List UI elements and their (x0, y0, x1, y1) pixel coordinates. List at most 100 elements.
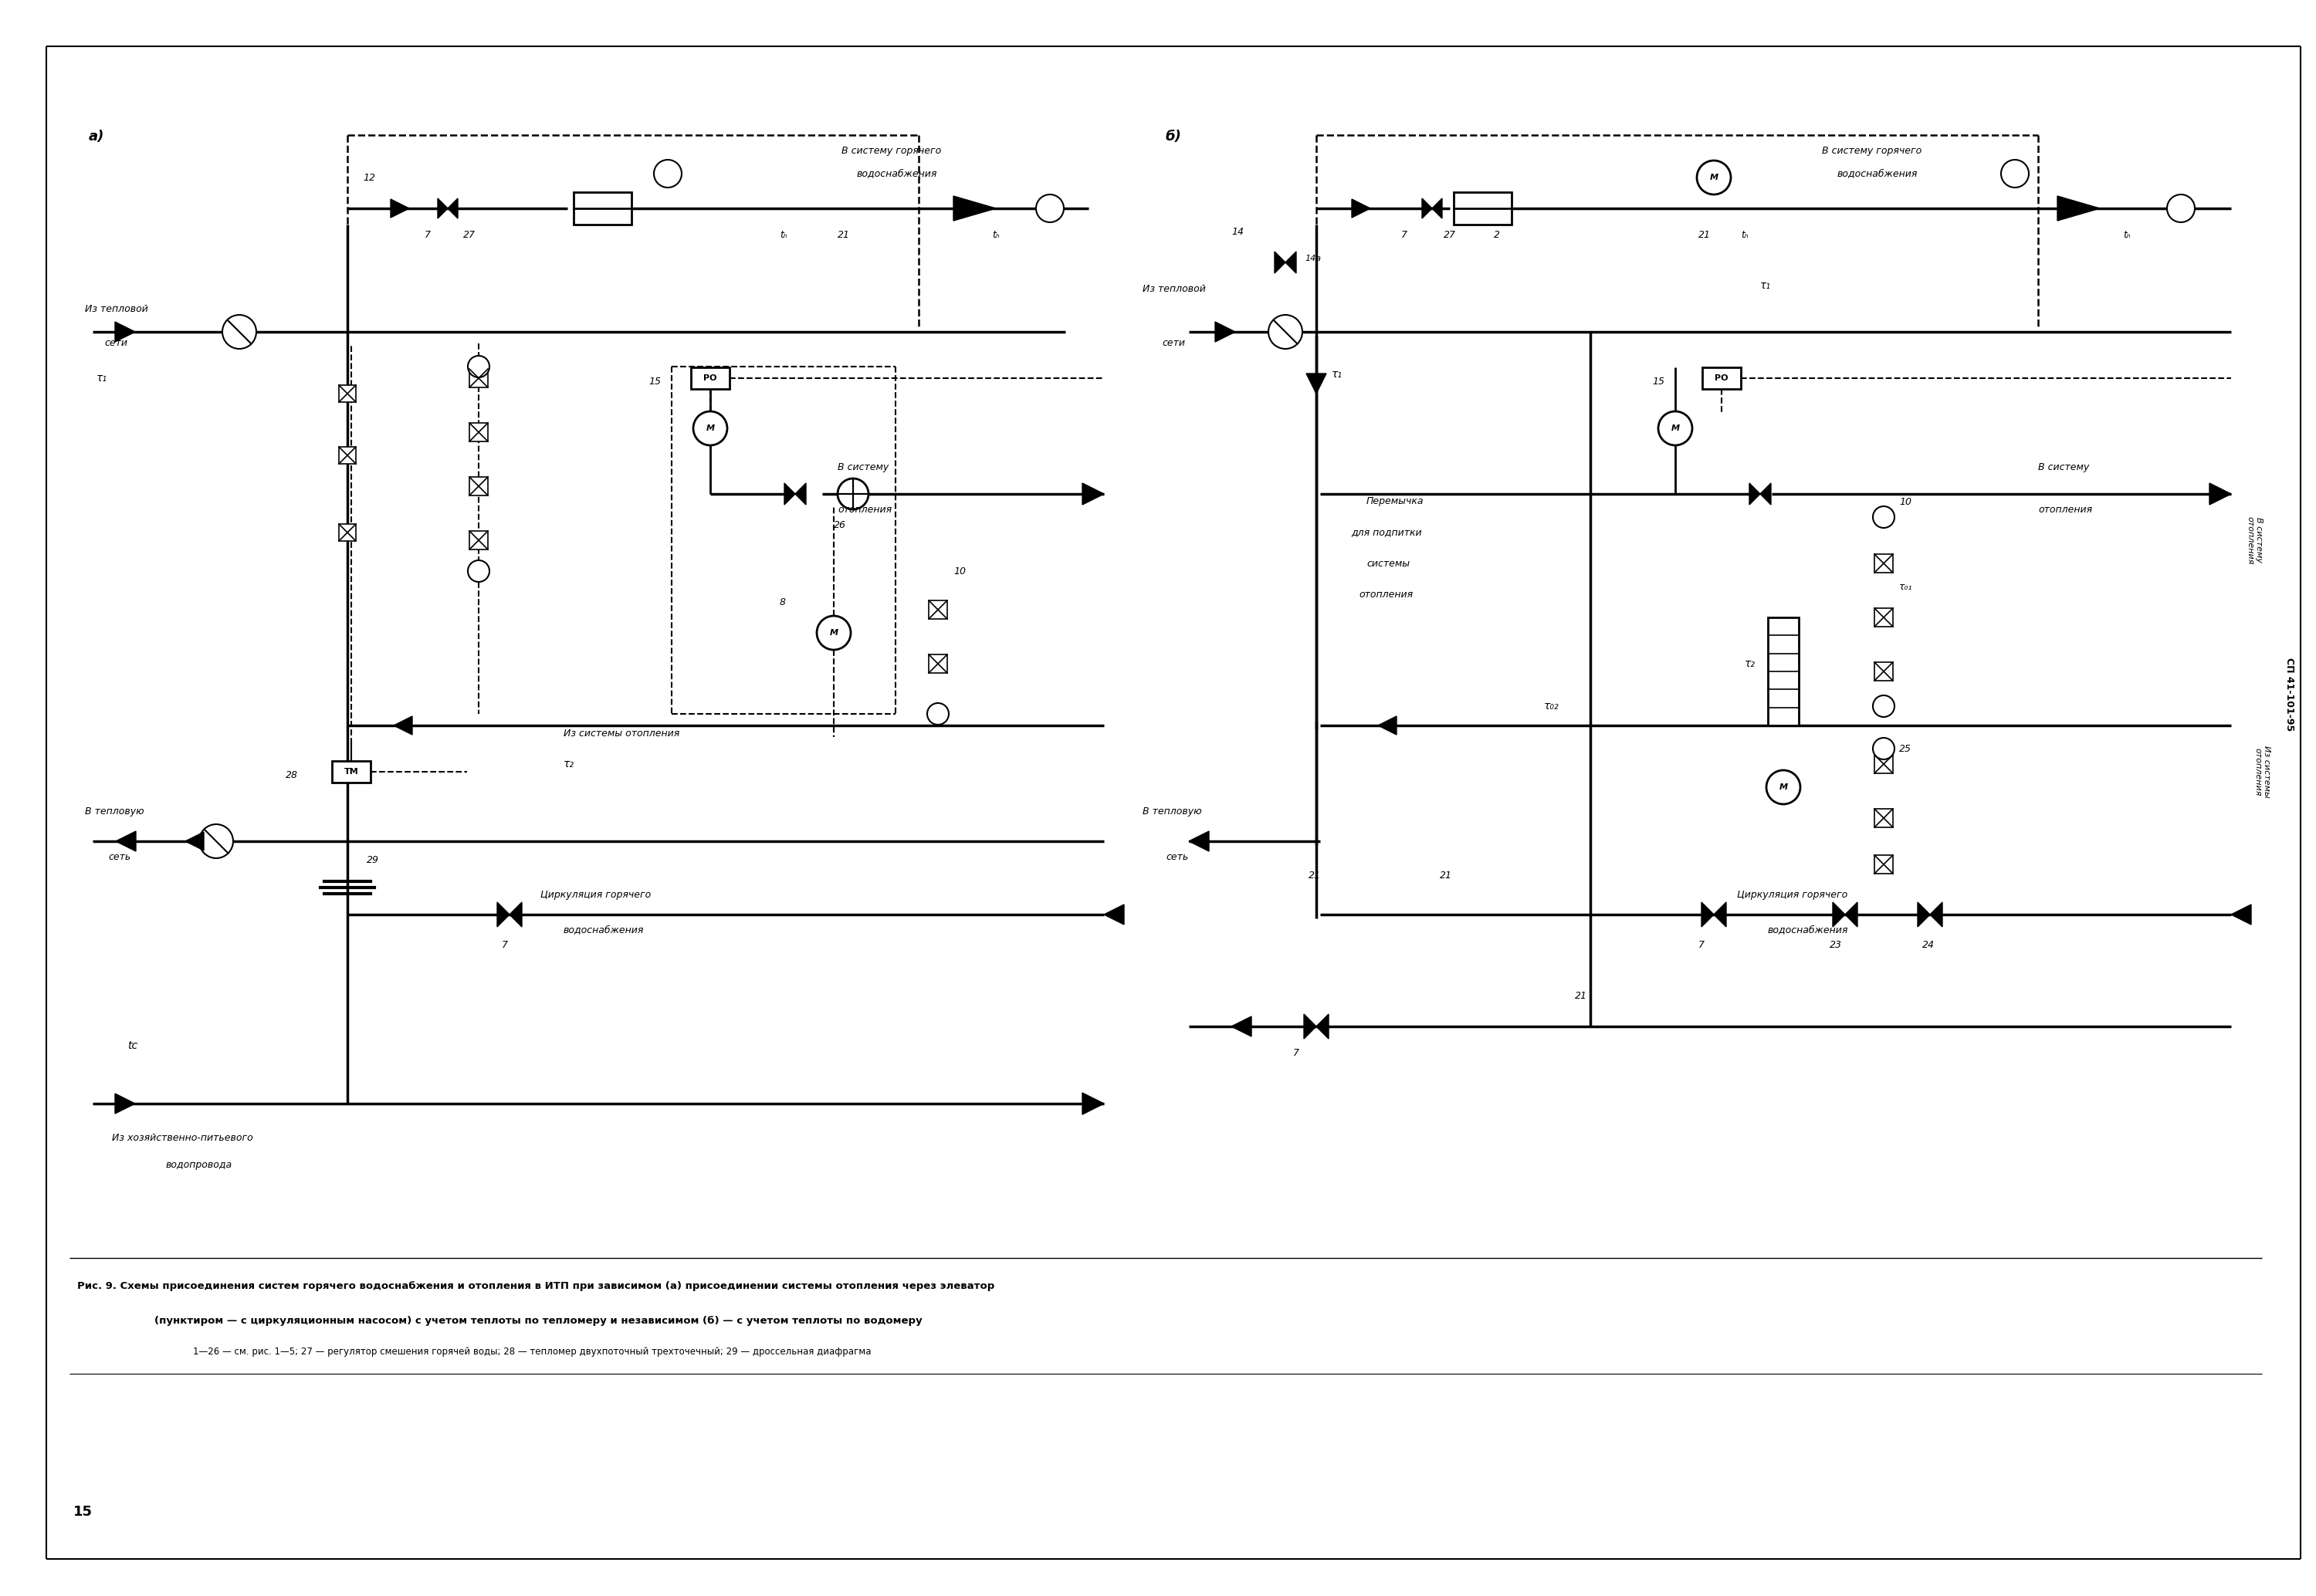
Polygon shape (1315, 1013, 1329, 1039)
Text: СП 41-101-95: СП 41-101-95 (2284, 658, 2293, 731)
Bar (470, 477, 489, 495)
Polygon shape (1702, 902, 1714, 927)
Text: 27: 27 (1443, 230, 1457, 241)
Text: M: M (1709, 174, 1718, 182)
Text: 25: 25 (1899, 744, 1911, 753)
Text: tₕ: tₕ (2124, 230, 2131, 241)
Text: 21: 21 (1441, 871, 1452, 881)
Text: 7: 7 (1292, 1049, 1299, 1058)
Bar (574, 192, 630, 225)
Text: 24: 24 (1922, 940, 1934, 951)
Bar (1874, 662, 1892, 680)
Text: 8: 8 (780, 597, 785, 606)
Text: τ₂: τ₂ (563, 758, 574, 769)
Polygon shape (1846, 902, 1857, 927)
Bar (470, 423, 489, 442)
Bar (1702, 367, 1742, 389)
Text: M: M (1779, 784, 1788, 792)
Text: 21: 21 (1575, 991, 1586, 1001)
Text: Рис. 9. Схемы присоединения систем горячего водоснабжения и отопления в ИТП при : Рис. 9. Схемы присоединения систем горяч… (76, 1282, 994, 1291)
Text: 21: 21 (1698, 230, 1712, 241)
Text: сети: сети (104, 338, 127, 348)
Text: Из хозяйственно-питьевого: Из хозяйственно-питьевого (111, 1133, 252, 1143)
Bar (470, 369, 489, 388)
Circle shape (468, 560, 489, 583)
Text: 7: 7 (503, 940, 507, 951)
Polygon shape (116, 1093, 134, 1114)
Text: РО: РО (704, 375, 718, 381)
Text: отопления: отопления (1359, 589, 1413, 598)
Polygon shape (2057, 196, 2101, 220)
Text: Из тепловой: Из тепловой (1142, 284, 1207, 294)
Circle shape (2168, 195, 2196, 222)
Circle shape (818, 616, 850, 650)
Polygon shape (394, 717, 412, 734)
Text: Циркуляция горячего: Циркуляция горячего (1737, 891, 1848, 900)
Text: Перемычка: Перемычка (1366, 496, 1424, 506)
Text: Из тепловой: Из тепловой (86, 303, 148, 314)
Circle shape (1035, 195, 1063, 222)
Polygon shape (2230, 905, 2251, 924)
Text: τ₁: τ₁ (1760, 281, 1772, 290)
Circle shape (1698, 161, 1730, 195)
Bar (331, 761, 371, 782)
Text: отопления: отопления (2038, 504, 2091, 514)
Text: 27: 27 (463, 230, 475, 241)
Text: отопления: отопления (838, 504, 892, 514)
Text: 12: 12 (364, 172, 375, 182)
Polygon shape (116, 832, 137, 851)
Text: водоснабжения: водоснабжения (563, 926, 644, 935)
Text: (пунктиром — с циркуляционным насосом) с учетом теплоты по тепломеру и независим: (пунктиром — с циркуляционным насосом) с… (155, 1315, 922, 1326)
Polygon shape (1216, 322, 1234, 342)
Polygon shape (1304, 1013, 1315, 1039)
Circle shape (692, 412, 727, 445)
Polygon shape (1714, 902, 1725, 927)
Text: В систему
отопления: В систему отопления (2247, 516, 2263, 565)
Polygon shape (1274, 252, 1285, 273)
Polygon shape (1422, 198, 1431, 219)
Polygon shape (438, 198, 447, 219)
Bar (1874, 855, 1892, 873)
Text: водоснабжения: водоснабжения (857, 169, 938, 179)
Text: Циркуляция горячего: Циркуляция горячего (540, 891, 651, 900)
Text: В систему: В систему (838, 461, 889, 472)
Text: M: M (1670, 425, 1679, 433)
Text: 7: 7 (1401, 230, 1408, 241)
Bar (338, 523, 357, 541)
Text: 2: 2 (1494, 230, 1501, 241)
Text: Из системы отопления: Из системы отопления (563, 728, 679, 739)
Polygon shape (116, 322, 134, 342)
Text: 1—26 — см. рис. 1—5; 27 — регулятор смешения горячей воды; 28 — тепломер двухпот: 1—26 — см. рис. 1—5; 27 — регулятор смеш… (192, 1347, 871, 1357)
Bar (929, 654, 947, 674)
Bar (1874, 554, 1892, 573)
Circle shape (926, 704, 950, 725)
Bar (1767, 618, 1800, 726)
Text: Из системы
отопления: Из системы отопления (2253, 745, 2270, 798)
Bar (1874, 608, 1892, 627)
Circle shape (222, 314, 257, 350)
Polygon shape (1918, 902, 1929, 927)
Text: 26: 26 (834, 520, 845, 530)
Polygon shape (1232, 1017, 1251, 1036)
Polygon shape (1306, 373, 1327, 394)
Text: 15: 15 (1651, 377, 1665, 388)
Bar (690, 367, 730, 389)
Circle shape (199, 824, 234, 859)
Polygon shape (1832, 902, 1846, 927)
Polygon shape (2209, 484, 2230, 504)
Text: tₕ: tₕ (780, 230, 787, 241)
Polygon shape (954, 196, 996, 220)
Text: τ₁: τ₁ (97, 373, 107, 383)
Text: В тепловую: В тепловую (86, 808, 144, 817)
Bar (1874, 755, 1892, 774)
Circle shape (1767, 771, 1800, 804)
Polygon shape (185, 832, 204, 851)
Text: водопровода: водопровода (167, 1160, 232, 1170)
Text: tс: tс (127, 1041, 137, 1052)
Polygon shape (1082, 484, 1105, 504)
Bar (338, 447, 357, 464)
Polygon shape (1929, 902, 1943, 927)
Polygon shape (498, 902, 510, 927)
Text: а): а) (88, 129, 104, 144)
Text: системы: системы (1366, 559, 1410, 568)
